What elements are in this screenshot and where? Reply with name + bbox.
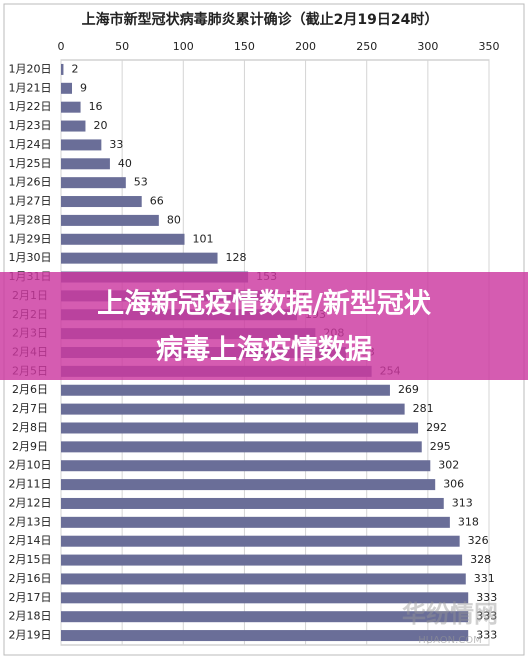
y-tick-label: 2月9日	[12, 440, 48, 453]
value-label: 333	[476, 591, 497, 604]
value-label: 281	[413, 402, 434, 415]
value-label: 292	[426, 421, 447, 434]
bar	[61, 139, 102, 151]
y-tick-label: 2月10日	[9, 459, 52, 472]
y-tick-label: 2月19日	[9, 629, 52, 642]
bar	[61, 554, 463, 566]
y-tick-label: 2月6日	[12, 383, 48, 396]
bar	[61, 120, 86, 132]
x-tick-label: 150	[234, 40, 255, 53]
y-tick-label: 1月30日	[9, 251, 52, 264]
bar	[61, 516, 450, 528]
value-label: 328	[470, 553, 491, 566]
y-tick-label: 2月18日	[9, 610, 52, 623]
banner-text: 病毒上海疫情数据	[156, 334, 372, 366]
value-label: 318	[458, 515, 479, 528]
value-label: 20	[93, 119, 107, 132]
y-tick-label: 2月12日	[9, 496, 52, 509]
bar	[61, 252, 218, 264]
value-label: 16	[89, 100, 103, 113]
value-label: 53	[134, 176, 148, 189]
value-label: 2	[71, 62, 78, 75]
value-label: 128	[226, 251, 247, 264]
bar	[61, 592, 469, 604]
bar	[61, 214, 159, 226]
y-tick-label: 1月29日	[9, 232, 52, 245]
y-tick-label: 1月26日	[9, 176, 52, 189]
y-tick-label: 1月20日	[9, 62, 52, 75]
bar	[61, 403, 405, 415]
y-tick-label: 1月23日	[9, 119, 52, 132]
value-label: 313	[452, 496, 473, 509]
bar	[61, 479, 436, 491]
value-label: 80	[167, 213, 181, 226]
y-tick-label: 2月16日	[9, 572, 52, 585]
x-tick-label: 300	[417, 40, 438, 53]
bar	[61, 573, 466, 585]
watermark-name: 华纷情网	[402, 600, 498, 628]
value-label: 326	[468, 534, 489, 547]
y-tick-label: 2月13日	[9, 515, 52, 528]
y-tick-label: 1月28日	[9, 213, 52, 226]
bar	[61, 158, 110, 170]
bar	[61, 630, 469, 642]
y-tick-label: 1月24日	[9, 138, 52, 151]
x-tick-label: 250	[356, 40, 377, 53]
y-tick-label: 1月27日	[9, 195, 52, 208]
value-label: 333	[476, 629, 497, 642]
bar	[61, 441, 422, 453]
banner	[0, 272, 528, 380]
bar	[61, 63, 64, 75]
x-tick-label: 100	[173, 40, 194, 53]
bar	[61, 196, 142, 208]
value-label: 295	[430, 440, 451, 453]
value-label: 40	[118, 157, 132, 170]
value-label: 333	[476, 610, 497, 623]
value-label: 66	[150, 195, 164, 208]
y-tick-label: 1月22日	[9, 100, 52, 113]
bar	[61, 384, 390, 396]
y-tick-label: 1月25日	[9, 157, 52, 170]
watermark-site: HUAON.COM	[418, 635, 482, 646]
bar	[61, 535, 460, 547]
y-tick-label: 2月14日	[9, 534, 52, 547]
value-label: 269	[398, 383, 419, 396]
bar	[61, 422, 419, 434]
value-label: 9	[80, 81, 87, 94]
y-tick-label: 2月7日	[12, 402, 48, 415]
bar	[61, 233, 185, 245]
y-tick-label: 2月17日	[9, 591, 52, 604]
x-tick-label: 200	[295, 40, 316, 53]
chart-title: 上海市新型冠状病毒肺炎累计确诊（截止2月19日24时）	[82, 11, 439, 28]
y-tick-label: 2月8日	[12, 421, 48, 434]
value-label: 306	[443, 478, 464, 491]
bar	[61, 82, 73, 94]
value-label: 101	[193, 232, 214, 245]
bar	[61, 497, 444, 509]
bar	[61, 101, 81, 113]
y-tick-label: 1月21日	[9, 81, 52, 94]
x-tick-label: 50	[115, 40, 129, 53]
value-label: 302	[438, 459, 459, 472]
bar	[61, 611, 469, 623]
bar	[61, 177, 126, 189]
y-tick-label: 2月15日	[9, 553, 52, 566]
x-tick-label: 0	[58, 40, 65, 53]
bar	[61, 460, 431, 472]
value-label: 33	[109, 138, 123, 151]
x-tick-label: 350	[479, 40, 500, 53]
value-label: 331	[474, 572, 495, 585]
banner-text: 上海新冠疫情数据/新型冠状	[97, 288, 432, 320]
y-tick-label: 2月11日	[9, 478, 52, 491]
